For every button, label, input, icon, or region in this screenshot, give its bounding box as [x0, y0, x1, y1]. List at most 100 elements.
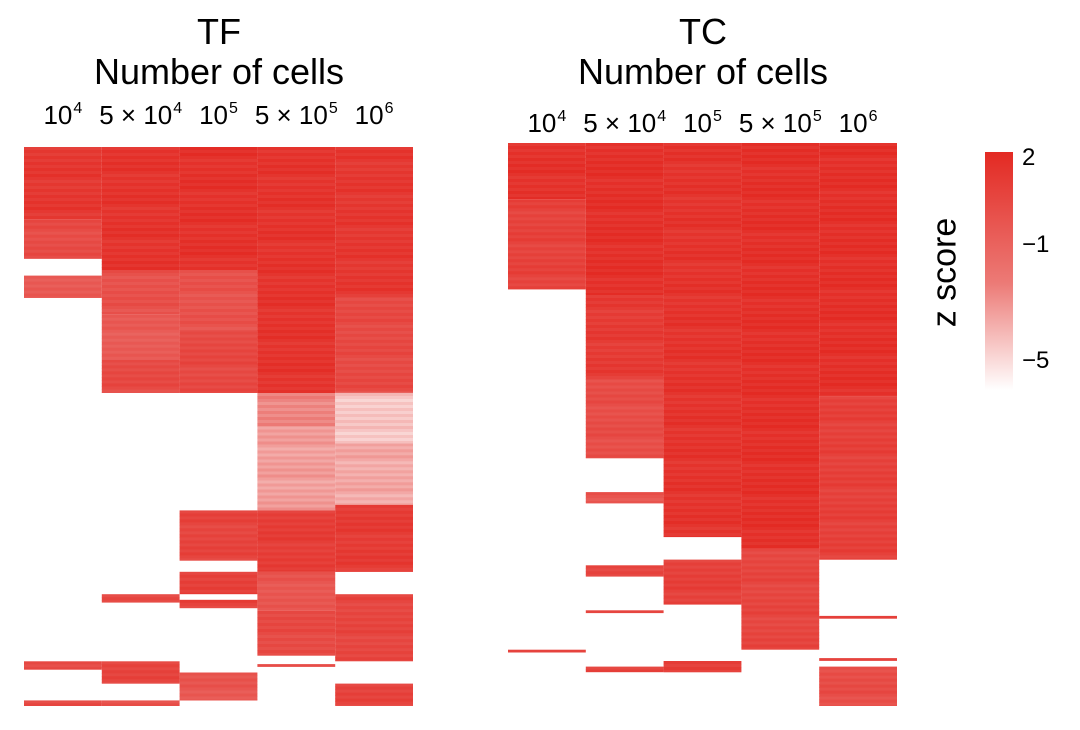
tc-cell — [741, 389, 820, 393]
tc-cell — [508, 217, 586, 221]
tc-cell — [741, 470, 820, 474]
tc-cell — [819, 510, 897, 514]
tc-cell-block — [741, 548, 820, 650]
tc-cell — [819, 408, 897, 412]
tf-cell — [101, 237, 180, 241]
tc-cell — [819, 395, 897, 397]
tc-cell — [819, 281, 897, 285]
tc-cell — [663, 185, 742, 189]
tf-cell — [257, 549, 336, 553]
tc-cell — [819, 194, 897, 198]
tf-cell-block — [335, 504, 413, 572]
tf-cell — [335, 537, 413, 542]
tc-cell — [508, 232, 586, 236]
tf-cell — [101, 362, 180, 366]
tc-cell — [508, 152, 586, 156]
tf-column-label-base: 5 × 10 — [99, 100, 173, 130]
tf-cell — [257, 450, 336, 454]
tc-cell — [741, 614, 820, 618]
tc-cell — [585, 179, 664, 183]
tc-cell — [585, 367, 664, 371]
tc-cell — [819, 182, 897, 186]
tf-cell — [335, 645, 413, 649]
tc-cell — [663, 320, 742, 324]
tf-cell — [335, 174, 413, 178]
tf-cell — [179, 602, 258, 607]
tc-cell — [819, 615, 897, 619]
tf-cell — [257, 510, 336, 514]
tc-cell — [508, 176, 586, 180]
tc-cell — [585, 257, 664, 261]
tc-cell — [819, 426, 897, 430]
tf-cell — [179, 294, 258, 298]
tc-cell — [741, 503, 820, 507]
tc-cell — [741, 272, 820, 276]
tf-cell — [179, 276, 258, 280]
tf-cell — [335, 633, 413, 637]
tc-cell — [585, 218, 664, 222]
tc-cell — [585, 568, 664, 572]
tf-cell — [335, 464, 413, 468]
tc-cell — [585, 498, 664, 502]
tf-cell — [257, 441, 336, 445]
tf-cell — [179, 519, 258, 523]
tf-cell — [335, 255, 413, 259]
tf-cell — [335, 153, 413, 157]
tc-cell — [585, 221, 664, 225]
tc-cell — [819, 335, 897, 339]
tf-cell — [257, 417, 336, 421]
tc-cell — [585, 349, 664, 353]
tc-cell — [585, 152, 664, 156]
tc-cell — [663, 595, 742, 599]
tc-cell — [508, 274, 586, 278]
tf-cell — [101, 314, 180, 319]
tc-cell — [663, 422, 742, 426]
tf-cell — [335, 692, 413, 696]
tc-cell — [741, 521, 820, 525]
tc-cell — [741, 581, 820, 585]
tf-cell — [335, 399, 413, 403]
tc-cell — [741, 158, 820, 162]
tc-cell — [819, 224, 897, 228]
tf-cell — [257, 258, 336, 262]
tf-cell — [101, 700, 180, 704]
tc-cell — [585, 433, 664, 437]
tf-cell — [335, 467, 413, 471]
tf-cell — [335, 624, 413, 628]
tc-cell — [741, 284, 820, 288]
tc-cell — [741, 266, 820, 270]
tc-cell — [663, 212, 742, 216]
tc-cell — [663, 230, 742, 234]
tf-cell — [257, 309, 336, 313]
tc-cell — [741, 467, 820, 471]
tf-cell — [101, 150, 180, 154]
tc-cell — [741, 443, 820, 447]
tf-cell — [257, 583, 336, 588]
tc-cell — [819, 546, 897, 550]
tc-cell-block — [663, 661, 742, 673]
tc-cell — [585, 337, 664, 341]
tc-cell — [741, 200, 820, 204]
tc-cell — [741, 578, 820, 582]
tc-cell — [819, 444, 897, 448]
tc-cell-block — [585, 610, 664, 614]
tc-cell — [741, 269, 820, 273]
tc-cell — [741, 287, 820, 291]
tf-cell — [179, 309, 258, 313]
tc-cell — [663, 260, 742, 264]
tf-cell — [179, 159, 258, 163]
tc-cell — [741, 359, 820, 363]
tf-cell-block — [179, 672, 258, 701]
tf-cell — [257, 204, 336, 208]
tf-cell — [179, 540, 258, 544]
tc-cell — [663, 580, 742, 584]
tf-cell — [179, 273, 258, 277]
tf-cell — [257, 315, 336, 319]
tc-cell — [508, 188, 586, 192]
tf-cell — [257, 216, 336, 220]
tf-cell — [101, 332, 180, 337]
tc-cell — [663, 458, 742, 462]
tc-cell — [663, 293, 742, 297]
tf-cell — [257, 312, 336, 316]
tc-cell — [741, 383, 820, 387]
